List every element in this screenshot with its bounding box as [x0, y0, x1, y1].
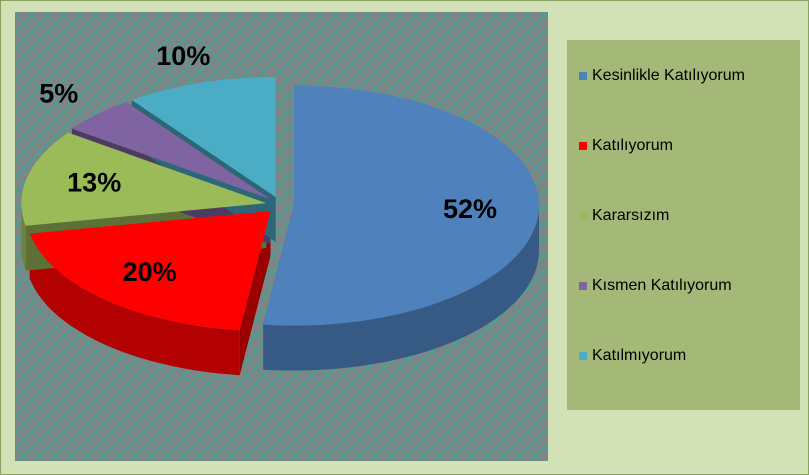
legend-swatch — [579, 212, 587, 220]
data-label: 5% — [39, 79, 78, 109]
pie-slice — [131, 77, 276, 198]
legend-swatch — [579, 282, 587, 290]
pie-slice — [263, 85, 539, 326]
legend-label: Kısmen Katılıyorum — [592, 277, 732, 294]
slice-wall — [263, 205, 539, 371]
slice-wall — [29, 233, 240, 376]
data-label: 52% — [443, 194, 497, 224]
pie-slice — [71, 102, 271, 200]
legend-label: Kesinlikle Katılıyorum — [592, 67, 745, 84]
legend-swatch — [579, 352, 587, 360]
pie-slice — [21, 132, 267, 226]
legend-swatch — [579, 142, 587, 150]
data-label: 13% — [67, 167, 121, 197]
pie-slice — [29, 211, 271, 331]
legend-box — [567, 40, 800, 410]
slice-wall — [21, 203, 26, 271]
data-label: 10% — [156, 41, 210, 71]
legend-swatch — [579, 72, 587, 80]
legend-label: Katılıyorum — [592, 137, 673, 154]
legend-label: Kararsızım — [592, 207, 669, 224]
legend-label: Katılmıyorum — [592, 347, 686, 364]
data-label: 20% — [123, 257, 177, 287]
